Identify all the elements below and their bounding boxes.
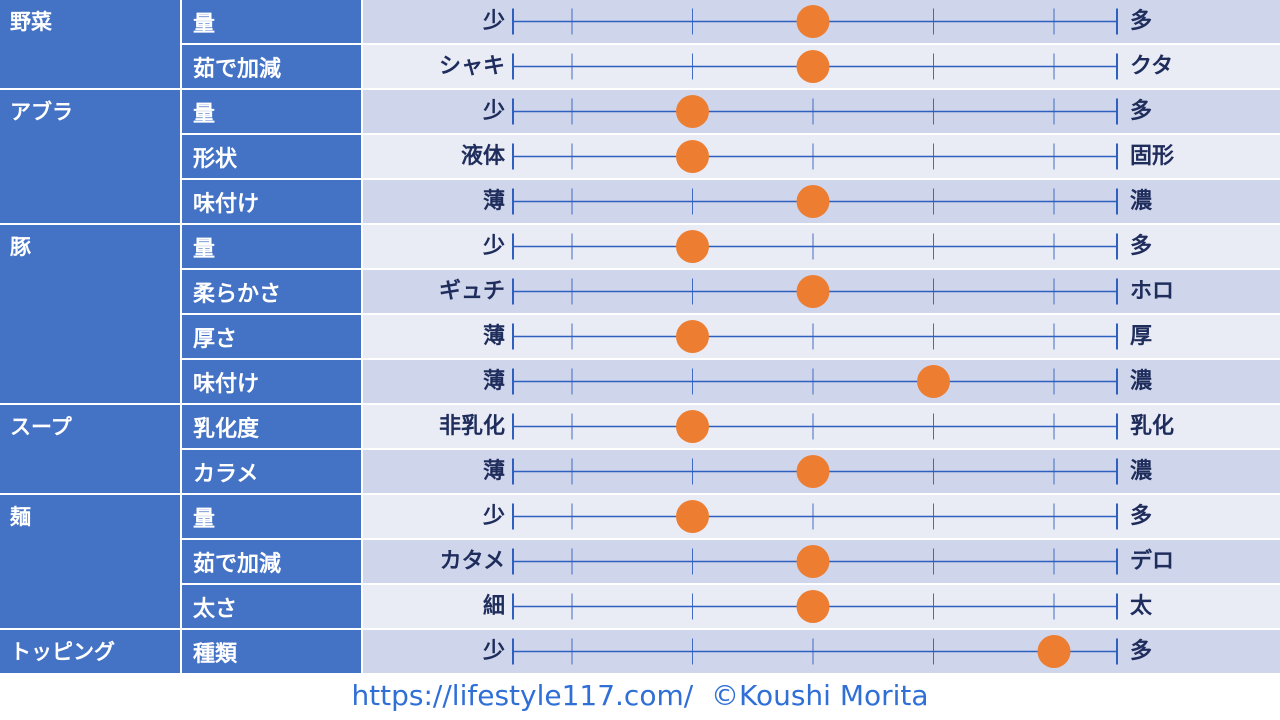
value-dot (796, 5, 830, 38)
scale-left-label: 細 (482, 594, 505, 619)
category-label: 麺 (0, 495, 180, 628)
item-label: 茹で加減 (182, 540, 361, 583)
scale-right-label: 多 (1130, 99, 1153, 124)
scale-right-label: ホロ (1130, 279, 1175, 304)
ramen-preference-chart: 野菜量少多茹で加減 シャキ クタ アブラ量少多形状 液体 固形 味付け薄濃豚量少多柔らかさギ… (0, 0, 1280, 673)
value-dot (796, 275, 830, 308)
value-dot (676, 320, 709, 353)
category-label: 豚 (0, 225, 180, 403)
item-label: 量 (182, 495, 361, 538)
value-dot (676, 410, 709, 443)
scale-left-label: 少 (482, 504, 505, 529)
item-label: 乳化度 (182, 405, 361, 448)
scale-right-label: 多 (1130, 234, 1153, 259)
scale-left-label: 薄 (482, 189, 505, 214)
scale-left-label: 薄 (482, 459, 505, 484)
item-label: 形状 (182, 135, 361, 178)
item-label: 味付け (182, 360, 361, 403)
scale-left-label: 少 (482, 639, 505, 664)
scale-left-label: ギュチ (438, 279, 505, 304)
scale-left-label: 少 (482, 9, 505, 34)
item-label: 量 (182, 0, 361, 43)
scale-left-label: 薄 (482, 369, 505, 394)
scale-right-label: 多 (1130, 504, 1153, 529)
scale-left-label: 非乳化 (438, 414, 505, 439)
value-dot (676, 230, 709, 263)
item-label: カラメ (182, 450, 361, 493)
scale-right-label: クタ (1130, 54, 1174, 79)
scale-right-label: 厚 (1130, 324, 1153, 349)
scale-left-label: 液体 (460, 144, 505, 169)
category-label: 野菜 (0, 0, 180, 88)
value-dot (1037, 635, 1071, 668)
item-label: 厚さ (182, 315, 361, 358)
scale-left-label: 薄 (482, 324, 505, 349)
scale-left-label: 少 (482, 99, 505, 124)
scale-right-label: 太 (1130, 594, 1153, 619)
scale-right-label: デロ (1130, 549, 1175, 574)
footer-copyright: ©Koushi Morita (710, 679, 929, 712)
value-dot (917, 365, 950, 398)
scale-right-label: 多 (1130, 639, 1153, 664)
scale-left-label: カタメ (439, 549, 505, 574)
value-dot (796, 590, 830, 623)
value-dot (796, 455, 830, 488)
scale-left-label: 少 (482, 234, 505, 259)
scale-overlay (512, 5, 1118, 668)
scale-right-label: 固形 (1130, 144, 1175, 169)
item-label: 柔らかさ (182, 270, 361, 313)
scale-right-label: 濃 (1130, 459, 1153, 484)
item-label: 味付け (182, 180, 361, 223)
category-label: アブラ (0, 90, 180, 223)
scale-right-label: 濃 (1130, 189, 1153, 214)
item-label: 太さ (182, 585, 361, 628)
scale-right-label: 乳化 (1130, 414, 1175, 439)
value-dot (676, 140, 709, 173)
value-dot (676, 500, 709, 533)
footer-url[interactable]: https://lifestyle117.com/ (351, 679, 694, 712)
scale-right-label: 濃 (1130, 369, 1153, 394)
category-label: スープ (0, 405, 180, 493)
item-label: 種類 (182, 630, 361, 673)
value-dot (796, 545, 830, 578)
footer: https://lifestyle117.com/ ©Koushi Morita (0, 676, 1280, 716)
category-label: トッピング (0, 630, 180, 673)
item-label: 量 (182, 90, 361, 133)
item-label: 量 (182, 225, 361, 268)
item-label: 茹で加減 (182, 45, 361, 88)
value-dot (676, 95, 709, 128)
value-dot (796, 50, 830, 83)
scale-right-label: 多 (1130, 9, 1153, 34)
scale-left-label: シャキ (438, 54, 505, 79)
value-dot (796, 185, 830, 218)
